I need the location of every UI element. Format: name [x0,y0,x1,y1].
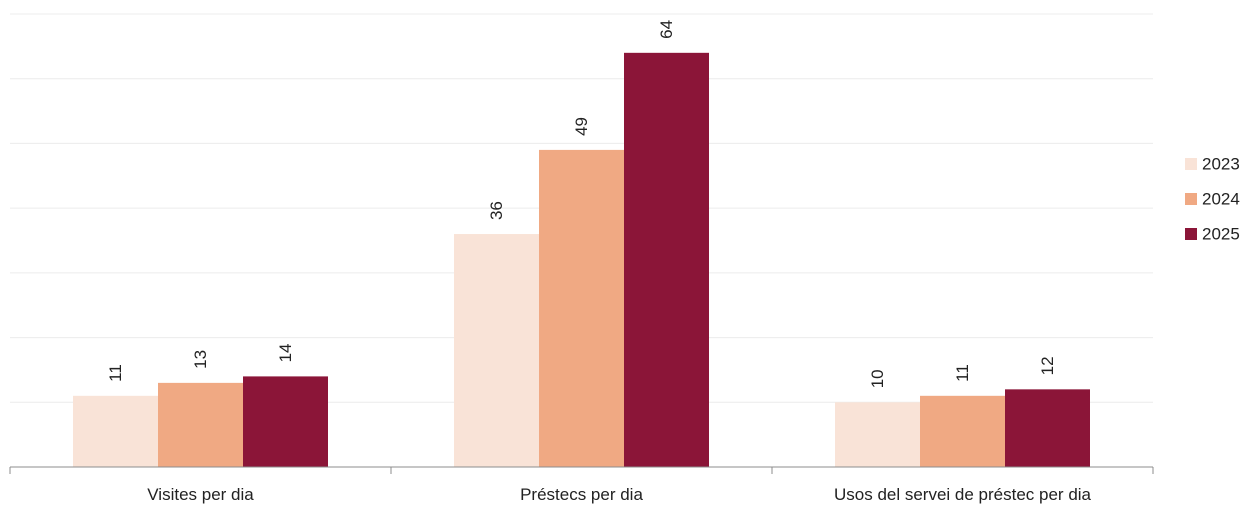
legend-item-2023[interactable]: 2023 [1185,155,1240,174]
legend-item-2024[interactable]: 2024 [1185,190,1240,209]
bar-2024-1 [158,382,243,467]
bar-2023-1 [73,395,158,467]
data-label: 36 [487,201,506,220]
data-label: 49 [572,117,591,136]
bar-2023-2 [454,234,539,467]
bar-2025-3 [1005,389,1090,467]
data-label: 14 [276,343,295,362]
legend-label: 2024 [1202,190,1240,209]
data-label: 11 [106,364,125,382]
category-labels: Visites per dia Préstecs per dia Usos del … [147,485,1091,504]
legend-swatch [1185,158,1197,170]
data-label: 12 [1038,356,1057,375]
x-axis [9,466,1154,474]
category-label: Usos del servei de préstec per dia [834,485,1092,504]
legend[interactable]: 2023 2024 2025 [1185,155,1240,244]
legend-label: 2023 [1202,155,1240,174]
category-label: Préstecs per dia [520,485,643,504]
data-label: 11 [953,364,972,382]
bar-2024-3 [920,395,1005,467]
category-label: Visites per dia [147,485,254,504]
data-label: 13 [191,350,210,369]
bar-2023-3 [835,402,920,467]
bar-2025-1 [243,376,328,467]
data-label: 64 [657,20,676,39]
bars [73,52,1090,467]
legend-item-2025[interactable]: 2025 [1185,225,1240,244]
data-labels: 11 13 14 36 49 64 10 11 12 [106,20,1057,388]
legend-swatch [1185,228,1197,240]
bar-2025-2 [624,52,709,467]
legend-label: 2025 [1202,225,1240,244]
legend-swatch [1185,193,1197,205]
bar-2024-2 [539,149,624,467]
data-label: 10 [868,369,887,388]
